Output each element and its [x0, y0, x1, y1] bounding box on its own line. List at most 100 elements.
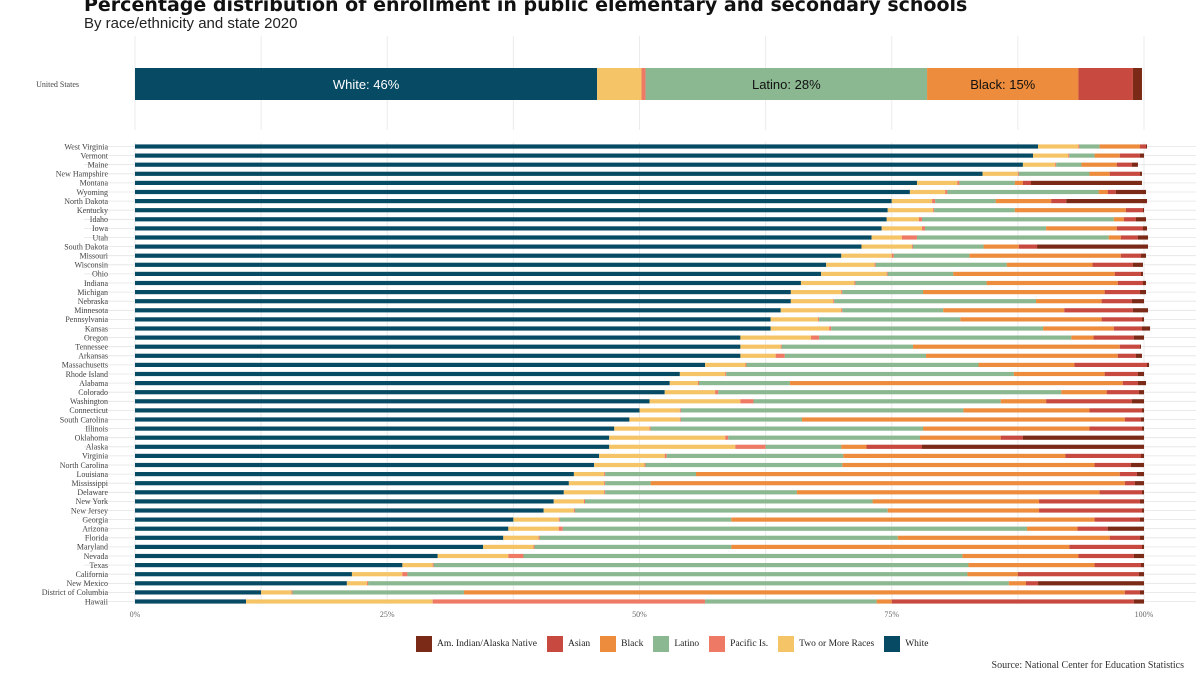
- bar-segment-indiana-black: [986, 280, 1118, 286]
- bar-segment-alabama-two-or-more-races: [669, 381, 699, 386]
- bar-segment-south-carolina-asian: [1124, 417, 1141, 422]
- bar-segment-kansas-black: [1043, 326, 1114, 331]
- bar-segment-arizona-black: [1026, 526, 1078, 531]
- bar-segment-alabama-black: [789, 381, 1123, 386]
- bar-segment-utah-white: [135, 235, 872, 240]
- bar-segment-rhode-island-two-or-more-races: [679, 371, 726, 377]
- bar-segment-arkansas-two-or-more-races: [740, 353, 776, 358]
- bar-segment-washington-white: [135, 399, 650, 404]
- bar-segment-nevada-black: [962, 553, 1079, 559]
- bar-segment-hawaii-pacific-is: [432, 599, 706, 604]
- bar-segment-wyoming-two-or-more-races: [909, 189, 946, 195]
- bar-segment-florida-am-indian-alaska-native: [1139, 535, 1144, 540]
- bar-segment-vermont-black: [1094, 153, 1120, 158]
- bar-segment-virginia-latino: [666, 453, 844, 458]
- legend-label: Asian: [568, 639, 591, 649]
- chart-subtitle: By race/ethnicity and state 2020: [84, 15, 298, 32]
- bar-segment-north-carolina-am-indian-alaska-native: [1130, 462, 1144, 468]
- bar-segment-montana-white: [135, 180, 917, 185]
- chart-title: Percentage distribution of enrollment in…: [84, 0, 968, 16]
- state-label-connecticut: Connecticut: [69, 406, 108, 415]
- state-label-south-dakota: South Dakota: [64, 242, 108, 251]
- bar-segment-illinois-two-or-more-races: [614, 426, 650, 431]
- us-annotation-white: White: 46%: [333, 77, 400, 92]
- bar-segment-arkansas-asian: [1117, 353, 1136, 358]
- bar-segment-missouri-am-indian-alaska-native: [1140, 253, 1147, 258]
- bar-segment-michigan-white: [135, 290, 791, 295]
- bar-segment-maryland-am-indian-alaska-native: [1141, 544, 1144, 549]
- bar-segment-kansas-pacific-is: [829, 326, 832, 331]
- bar-segment-michigan-asian: [1104, 290, 1140, 295]
- bar-segment-kansas-latino: [831, 326, 1044, 331]
- state-label-missouri: Missouri: [80, 252, 109, 261]
- us-row-label: United States: [36, 80, 79, 89]
- state-label-michigan: Michigan: [77, 288, 108, 297]
- state-label-massachusetts: Massachusetts: [62, 361, 108, 370]
- bar-segment-washington-asian: [1046, 399, 1132, 404]
- state-label-delaware: Delaware: [77, 488, 108, 497]
- bar-segment-indiana-two-or-more-races: [800, 280, 855, 286]
- bar-segment-oregon-asian: [1093, 335, 1134, 340]
- bar-segment-delaware-am-indian-alaska-native: [1141, 490, 1144, 495]
- state-label-alabama: Alabama: [79, 379, 108, 388]
- bar-segment-louisiana-two-or-more-races: [573, 472, 605, 477]
- bar-segment-south-dakota-am-indian-alaska-native: [1037, 244, 1149, 249]
- bar-segment-georgia-two-or-more-races: [513, 517, 559, 522]
- bar-segment-maine-black: [1081, 162, 1117, 167]
- us-annotation-black: Black: 15%: [970, 77, 1035, 92]
- bar-segment-wisconsin-am-indian-alaska-native: [1132, 262, 1143, 267]
- bar-segment-iowa-two-or-more-races: [881, 226, 923, 231]
- bar-segment-tennessee-asian: [1119, 344, 1140, 349]
- bar-segment-iowa-pacific-is: [922, 226, 926, 231]
- bar-segment-wyoming-black: [1098, 189, 1108, 195]
- bar-segment-vermont-pacific-is: [1068, 153, 1070, 158]
- bar-segment-minnesota-pacific-is: [841, 308, 843, 313]
- bar-segment-colorado-latino: [718, 390, 1062, 395]
- bar-segment-colorado-two-or-more-races: [664, 390, 716, 395]
- bar-segment-oklahoma-black: [920, 435, 1001, 440]
- bar-segment-wisconsin-two-or-more-races: [826, 262, 875, 267]
- state-label-california: California: [76, 570, 109, 579]
- bar-segment-massachusetts-two-or-more-races: [705, 362, 746, 367]
- bar-segment-rhode-island-am-indian-alaska-native: [1137, 371, 1144, 377]
- bar-segment-south-dakota-two-or-more-races: [861, 244, 912, 249]
- bar-segment-district-of-columbia-am-indian-alaska-native: [1139, 590, 1144, 595]
- bar-segment-ohio-white: [135, 271, 822, 276]
- bar-segment-pennsylvania-pacific-is: [818, 317, 820, 322]
- bar-segment-new-hampshire-black: [1089, 171, 1110, 176]
- bar-segment-nevada-asian: [1078, 553, 1134, 559]
- legend-item-latino: Latino: [653, 636, 699, 652]
- bar-segment-oregon-white: [135, 335, 741, 340]
- bar-segment-nebraska-asian: [1101, 299, 1132, 304]
- bar-segment-north-dakota-two-or-more-races: [891, 199, 933, 204]
- bar-segment-west-virginia-latino: [1079, 144, 1100, 149]
- bar-segment-wyoming-am-indian-alaska-native: [1115, 189, 1147, 195]
- bar-segment-illinois-black: [923, 426, 1090, 431]
- state-label-idaho: Idaho: [90, 215, 108, 224]
- bar-segment-north-carolina-pacific-is: [644, 462, 646, 468]
- bar-segment-minnesota-black: [943, 308, 1065, 313]
- bar-segment-utah-asian: [1120, 235, 1138, 240]
- bar-segment-south-carolina-latino: [680, 417, 802, 422]
- bar-segment-tennessee-latino: [781, 344, 913, 349]
- bar-segment-washington-black: [1000, 399, 1047, 404]
- us-segment-white: [135, 68, 598, 100]
- bar-segment-washington-pacific-is: [740, 399, 754, 404]
- bar-segment-minnesota-two-or-more-races: [780, 308, 842, 313]
- state-label-louisiana: Louisiana: [76, 470, 108, 479]
- bar-segment-oregon-two-or-more-races: [740, 335, 812, 340]
- legend-item-am-indian-alaska-native: Am. Indian/Alaska Native: [416, 636, 537, 652]
- bar-segment-florida-asian: [1109, 535, 1140, 540]
- bar-segment-idaho-two-or-more-races: [886, 217, 919, 222]
- bar-segment-kentucky-asian: [1125, 208, 1143, 213]
- bar-segment-nebraska-black: [1036, 299, 1102, 304]
- bar-segment-washington-am-indian-alaska-native: [1131, 399, 1144, 404]
- bar-segment-texas-am-indian-alaska-native: [1140, 563, 1144, 568]
- bar-segment-nebraska-white: [135, 299, 791, 304]
- bar-segment-california-latino: [407, 572, 968, 577]
- bar-segment-colorado-black: [1061, 390, 1107, 395]
- bar-segment-nevada-white: [135, 553, 438, 559]
- bar-segment-michigan-latino: [842, 290, 924, 295]
- bar-segment-oregon-black: [1071, 335, 1094, 340]
- bar-segment-new-york-white: [135, 499, 554, 504]
